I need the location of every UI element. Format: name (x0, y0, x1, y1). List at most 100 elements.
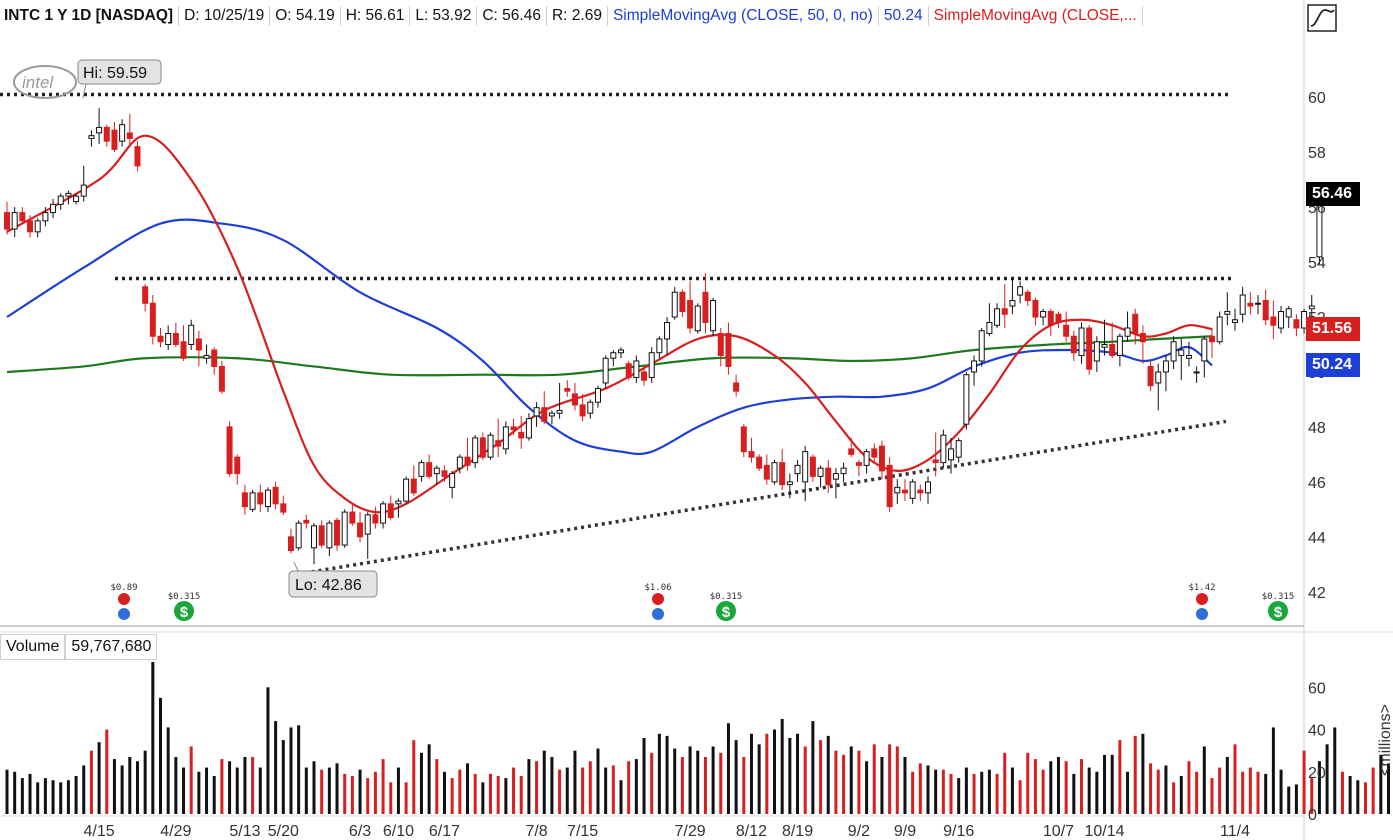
candle (1009, 278, 1016, 315)
volume-bar (220, 759, 224, 814)
candle-body (1024, 291, 1031, 302)
volume-bar (1264, 773, 1268, 814)
candle-body (1208, 335, 1215, 343)
candle-body (733, 382, 740, 392)
candle (1040, 308, 1047, 326)
candle (188, 319, 195, 350)
volume-bar (634, 759, 638, 814)
time-tick-label: 8/12 (736, 823, 767, 840)
drawing-tool-button[interactable] (1307, 4, 1337, 32)
volume-bar (619, 780, 623, 814)
candle (65, 190, 72, 205)
candle (487, 432, 494, 460)
volume-bar (235, 767, 239, 814)
candle-body (1255, 302, 1262, 305)
candle (579, 393, 586, 422)
candle-body (679, 291, 686, 313)
candle-body (80, 184, 87, 197)
candle-body (648, 352, 655, 378)
volume-bar (182, 767, 186, 814)
candle (1047, 308, 1054, 337)
candle-body (702, 291, 709, 324)
candle (1232, 308, 1238, 331)
candle (725, 322, 732, 375)
candle (380, 501, 387, 529)
sma20-study-label[interactable]: SimpleMovingAvg (CLOSE,... (929, 5, 1143, 26)
volume-bar (1080, 759, 1083, 814)
volume-tick-label: 20 (1308, 765, 1326, 782)
candle-body (717, 332, 724, 356)
hi-annotation: Hi: 59.59 (77, 59, 162, 99)
candle-body (687, 300, 694, 329)
volume-bar (1210, 778, 1214, 814)
volume-bar (289, 727, 293, 814)
volume-bar (588, 761, 592, 814)
candle-body (602, 357, 609, 384)
candle (548, 410, 555, 425)
volume-bar (1302, 750, 1306, 814)
volume-bars (5, 662, 1390, 814)
candle-body (1124, 327, 1131, 337)
candle (211, 347, 218, 375)
candle-body (809, 456, 816, 477)
candle-body (464, 456, 471, 466)
candle-body (418, 462, 425, 477)
candle-body (65, 192, 72, 197)
volume-bar (964, 767, 968, 814)
candle (4, 201, 10, 235)
candle-body (441, 470, 448, 477)
candle (594, 385, 601, 408)
volume-bar (1126, 771, 1130, 814)
candle (940, 429, 947, 469)
close-readout: C: 56.46 (477, 5, 547, 26)
volume-bar (796, 733, 800, 814)
candle (464, 437, 471, 471)
candle-body (564, 387, 571, 392)
volume-bar (934, 769, 938, 814)
volume-bar (1141, 733, 1145, 814)
lo-label-box (288, 570, 378, 598)
volume-bar (1310, 778, 1314, 814)
candle (1055, 311, 1062, 328)
volume-bar (36, 782, 40, 814)
price-tick-label: 46 (1308, 475, 1326, 492)
volume-bar (941, 769, 945, 814)
volume-bar (466, 763, 469, 814)
candle-body (19, 212, 26, 222)
candle (1139, 325, 1146, 364)
volume-bar (703, 757, 707, 814)
candle-body (618, 349, 624, 354)
candle-body (909, 481, 916, 499)
intel-logo-swoosh (13, 65, 77, 99)
time-tick-label: 10/7 (1043, 823, 1074, 840)
candle (410, 465, 417, 496)
candle (395, 498, 402, 518)
volume-bar (481, 782, 485, 814)
candle (748, 437, 755, 463)
symbol-label[interactable]: INTC 1 Y 1D [NASDAQ] (0, 5, 180, 26)
candle (664, 317, 671, 356)
candle-body (832, 473, 839, 480)
dividend-marker: $0.315 $ (168, 592, 200, 621)
support-trendline (290, 419, 1227, 578)
candle (218, 360, 225, 394)
candle (11, 207, 18, 238)
volume-bar (327, 767, 331, 814)
sma50-study-label[interactable]: SimpleMovingAvg (CLOSE, 50, 0, no) (608, 5, 879, 26)
volume-bar (573, 750, 577, 814)
candle (817, 465, 824, 488)
volume-bar (711, 746, 715, 814)
volume-bar (281, 740, 285, 814)
candle (318, 520, 325, 548)
volume-bar (166, 727, 170, 814)
dividend-label: $0.315 (710, 592, 743, 602)
candle-body (664, 322, 671, 340)
candle-body (994, 308, 1001, 326)
volume-bar (1195, 771, 1199, 814)
volume-bar (258, 767, 262, 814)
candle-body (901, 489, 908, 494)
candle-body (948, 448, 955, 461)
candle-body (756, 456, 763, 469)
candle (733, 374, 740, 397)
